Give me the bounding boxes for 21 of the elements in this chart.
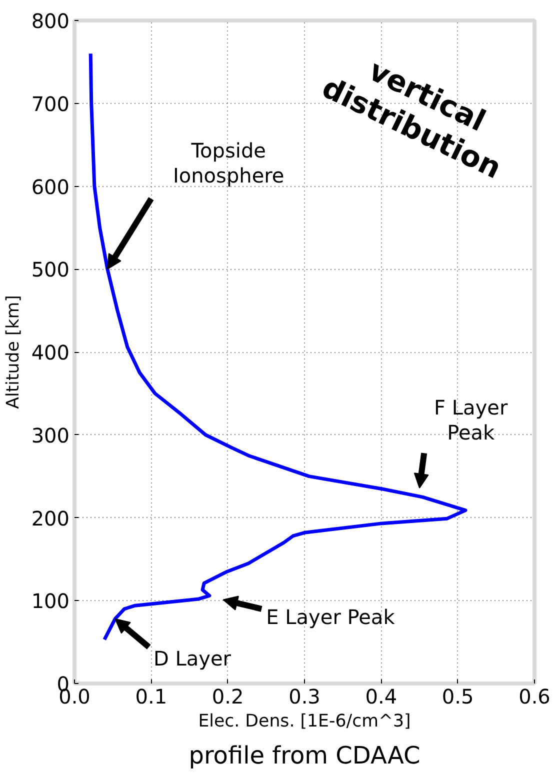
x-tick-label: 0.1 [135,684,168,708]
annotation: F Layer Peak [434,395,508,445]
annotation: D Layer [153,646,232,671]
text: profile from CDAAC [188,742,420,770]
y-tick-label: 700 [31,92,70,116]
y-tick-label: 300 [31,423,70,448]
y-tick-label: 500 [31,258,70,282]
x-axis-title: Elec. Dens. [1E-6/cm^3] [198,712,411,732]
y-axis-title: Altitude [km] [3,295,24,409]
y-tick-label: 600 [31,174,70,199]
x-tick-label: 0.2 [212,684,244,708]
y-tick-label: 800 [31,9,70,33]
x-tick-label: 0.5 [442,684,474,708]
y-tick-label: 100 [31,589,70,614]
annotation: Topside Ionosphere [172,138,284,188]
y-tick-label: 200 [31,506,70,530]
y-tick-label: 400 [31,340,70,364]
annotation: E Layer Peak [266,605,396,630]
x-tick-label: 0.3 [288,684,320,708]
x-tick-label: 0.4 [365,684,398,708]
x-tick-label: 0.6 [518,684,550,708]
